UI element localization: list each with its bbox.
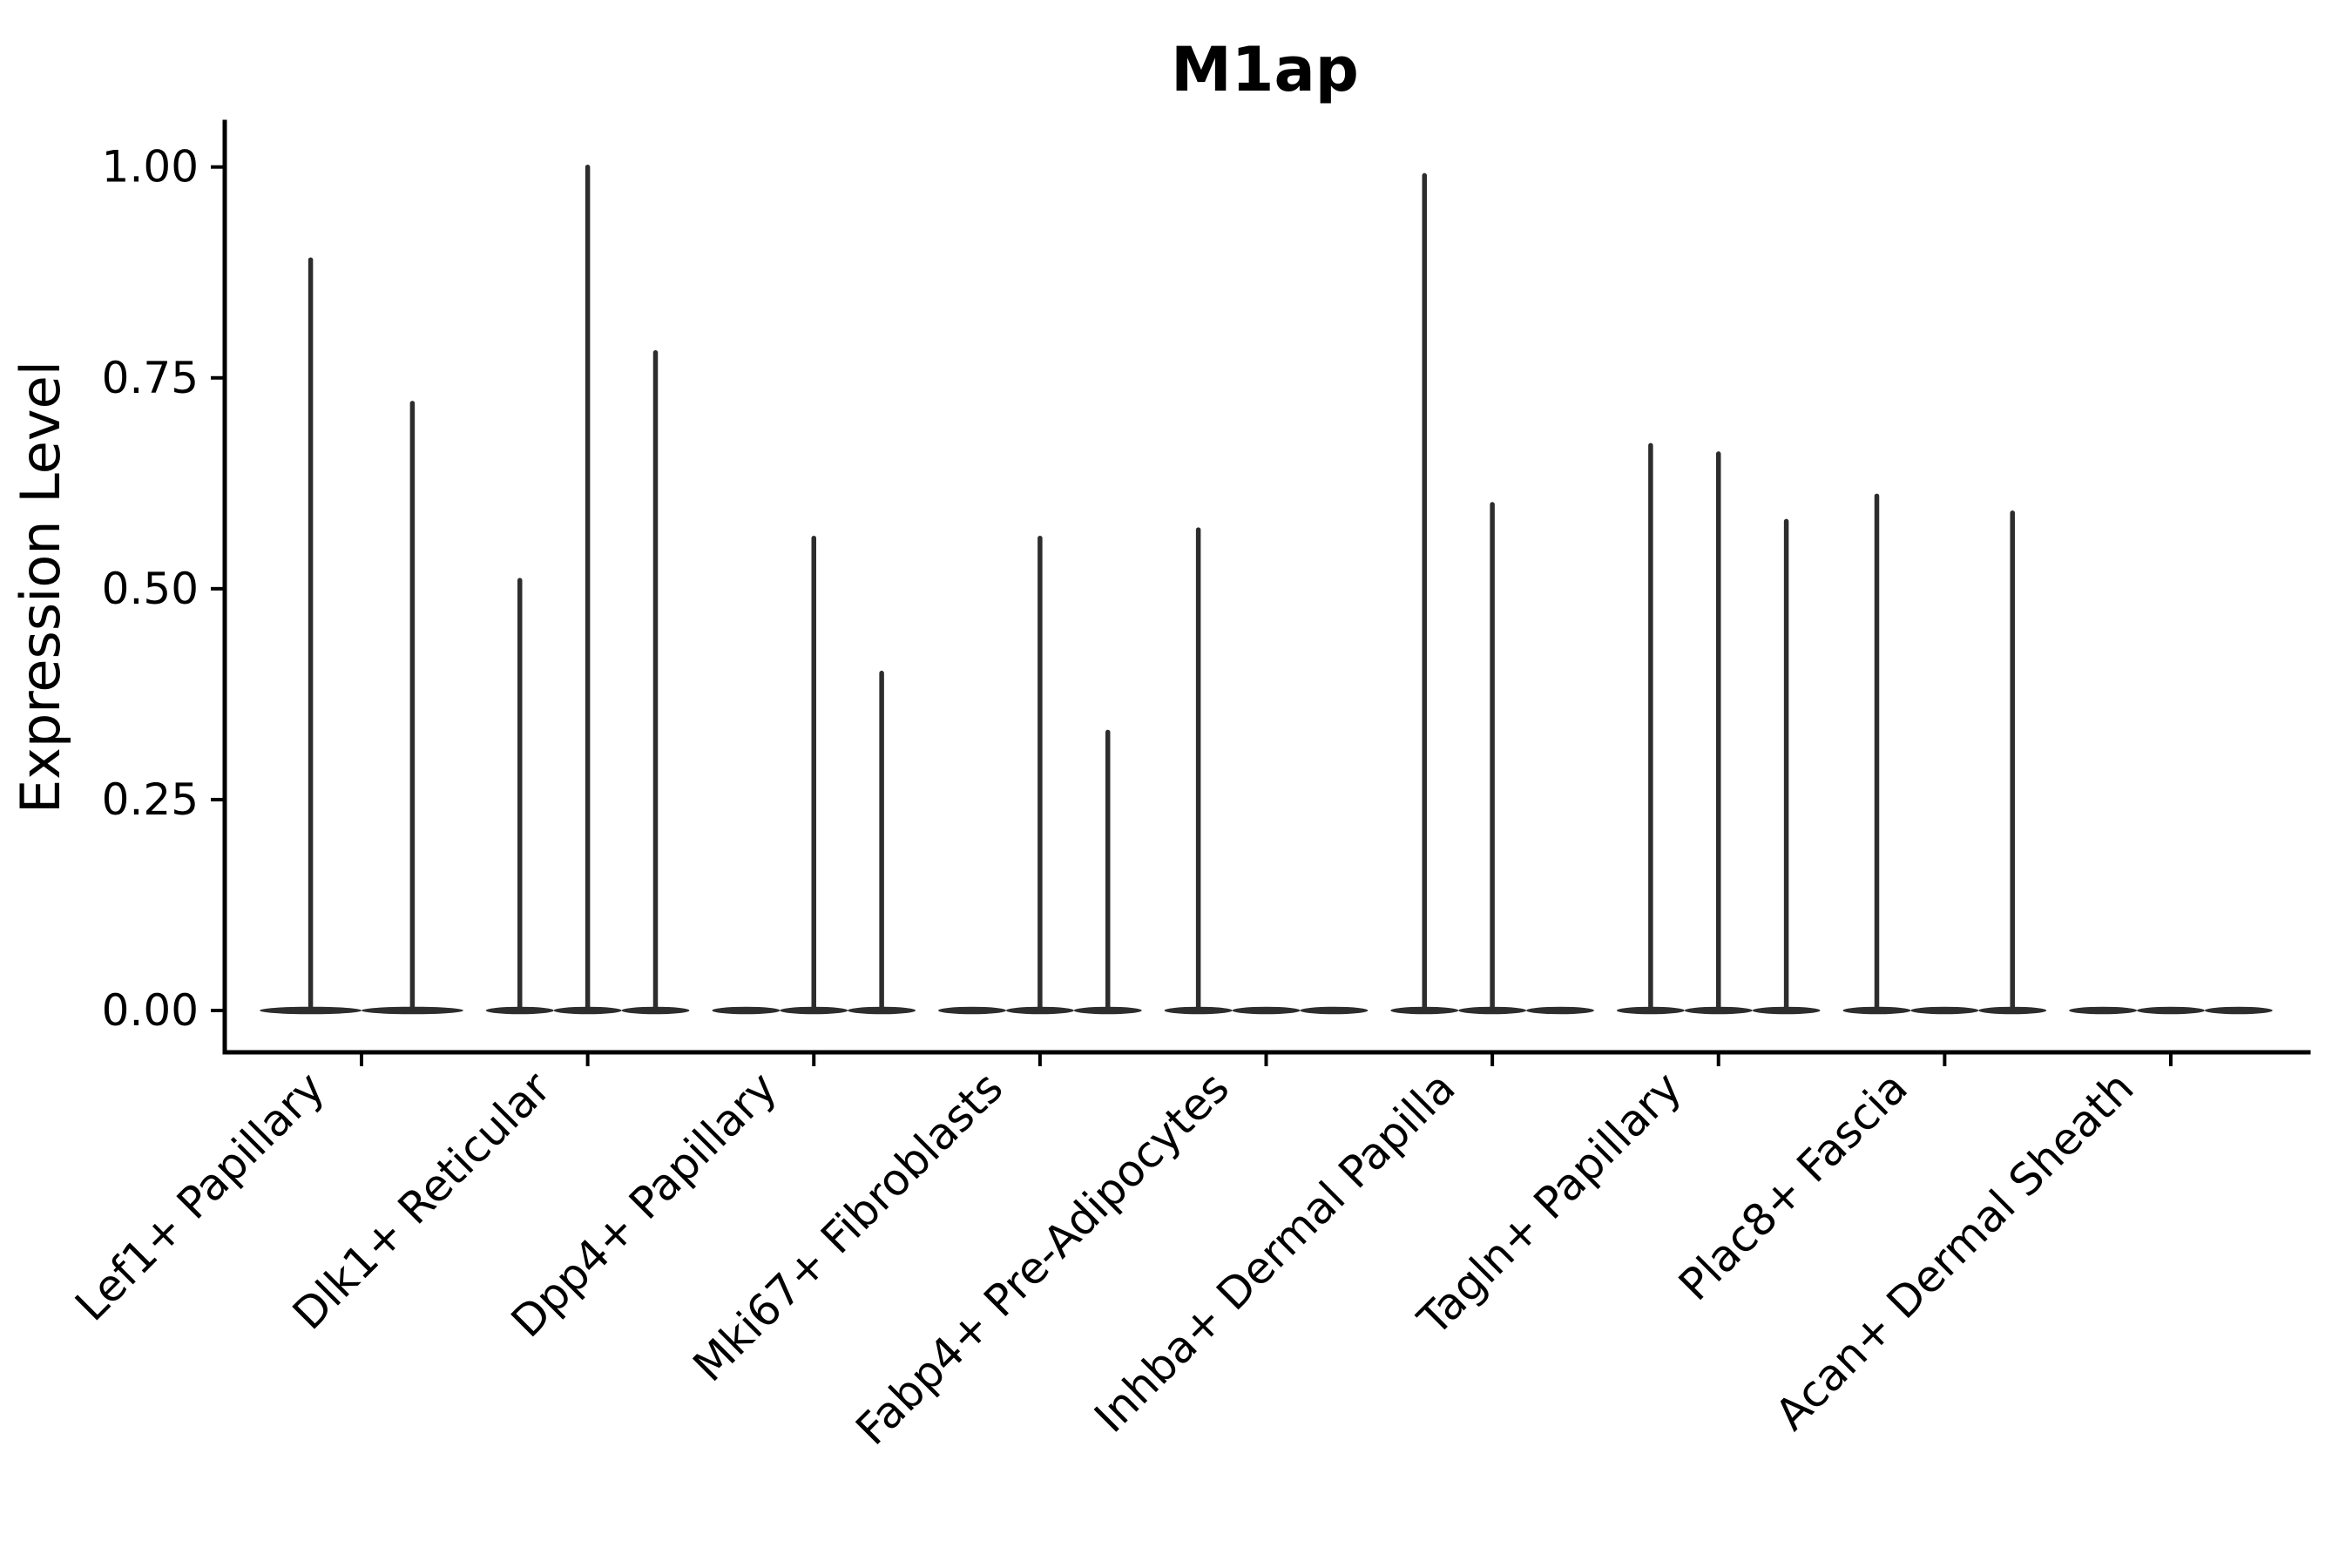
violin-base bbox=[1526, 1006, 1594, 1015]
violin-group bbox=[938, 536, 1142, 1015]
violin-group bbox=[485, 164, 690, 1015]
y-tick-label: 0.00 bbox=[102, 985, 199, 1036]
violin-base bbox=[938, 1006, 1006, 1015]
y-tick-label: 0.25 bbox=[102, 774, 199, 825]
violin-group bbox=[1842, 493, 2047, 1015]
violin-group bbox=[1616, 443, 1821, 1015]
violin-base bbox=[2137, 1006, 2205, 1015]
x-tick-label: Acan+ Dermal Sheath bbox=[1766, 1062, 2144, 1440]
violin-group bbox=[260, 257, 463, 1015]
violin-base bbox=[1232, 1006, 1301, 1015]
y-axis-label: Expression Level bbox=[9, 361, 72, 814]
y-tick-label: 0.50 bbox=[102, 564, 199, 614]
violin-group bbox=[1164, 527, 1369, 1015]
violin-group bbox=[712, 536, 916, 1015]
violin-group bbox=[2069, 1006, 2273, 1015]
y-tick-label: 0.75 bbox=[102, 353, 199, 403]
violin-group bbox=[1390, 172, 1594, 1015]
violin-base bbox=[712, 1006, 781, 1015]
violins-layer bbox=[260, 164, 2273, 1015]
x-tick-label: Plac8+ Fascia bbox=[1669, 1062, 1917, 1310]
violin-base bbox=[2069, 1006, 2138, 1015]
x-tick-label: Lef1+ Papillary bbox=[65, 1062, 334, 1330]
chart-title: M1ap bbox=[1171, 34, 1359, 105]
x-tick-label: Fabp4+ Pre-Adipocytes bbox=[846, 1062, 1239, 1455]
y-axis: 0.00 0.25 0.50 0.75 1.00 bbox=[102, 142, 225, 1036]
violin-base bbox=[1300, 1006, 1369, 1015]
violin-base bbox=[1910, 1006, 1979, 1015]
violin-base bbox=[2204, 1006, 2273, 1015]
y-tick-label: 1.00 bbox=[102, 142, 199, 193]
x-tick-label: Inhba+ Dermal Papilla bbox=[1085, 1062, 1464, 1442]
